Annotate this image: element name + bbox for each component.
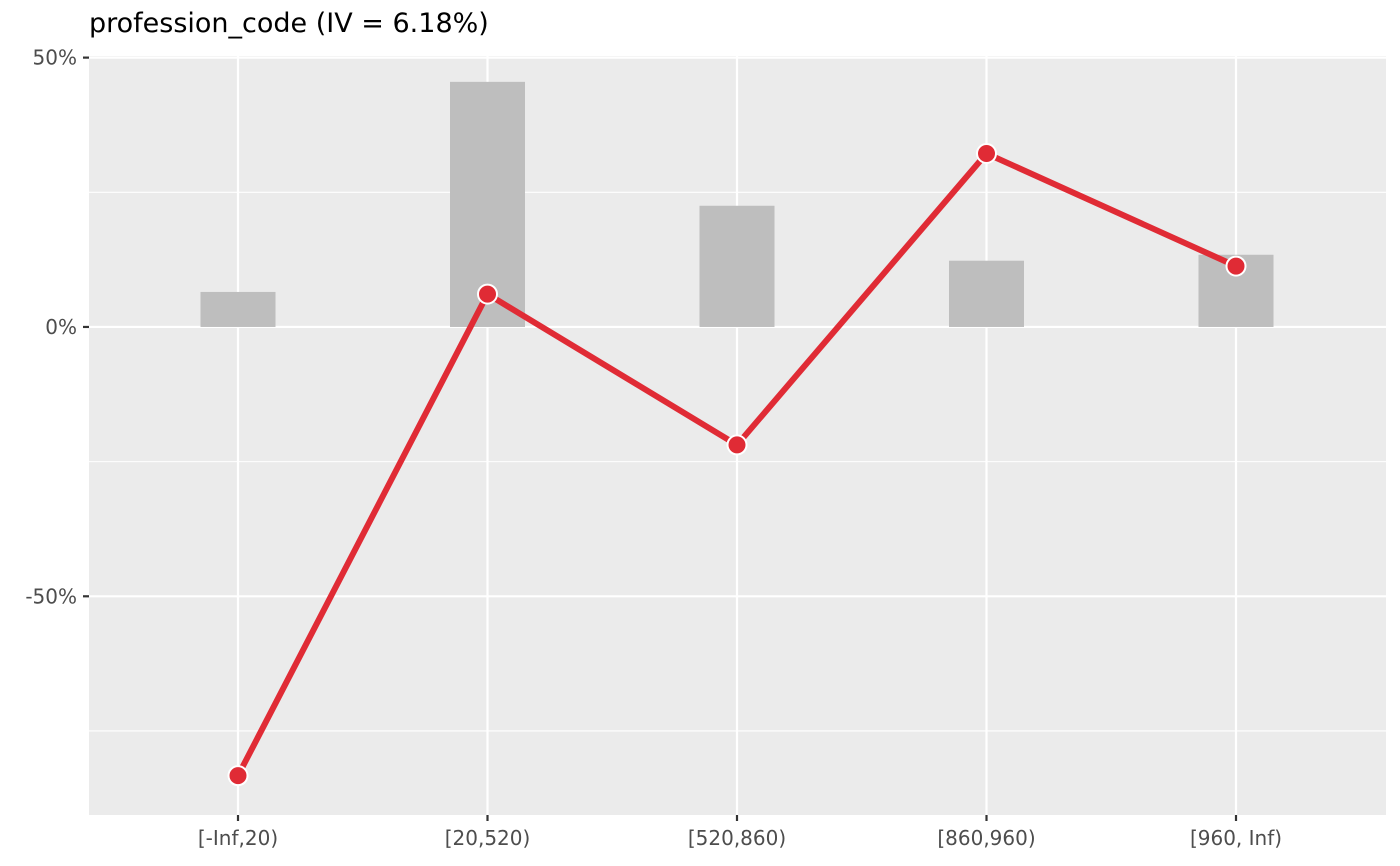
bar [949,260,1024,327]
data-point [477,283,498,305]
x-tick-label: [960, Inf) [1190,826,1282,850]
data-point [726,434,748,456]
x-tick-label: [520,860) [688,826,786,850]
bar [699,205,775,327]
data-point [1225,255,1247,277]
y-tick-label: 50% [33,46,77,70]
data-point [976,143,997,165]
y-tick-label: 0% [45,315,77,339]
x-tick-label: [20,520) [445,826,531,850]
chart-title: profession_code (IV = 6.18%) [89,8,489,39]
x-tick-label: [-Inf,20) [198,826,278,850]
y-tick-label: -50% [25,584,77,608]
x-tick-label: [860,960) [937,826,1035,850]
data-point [227,765,249,787]
bar [200,291,276,327]
